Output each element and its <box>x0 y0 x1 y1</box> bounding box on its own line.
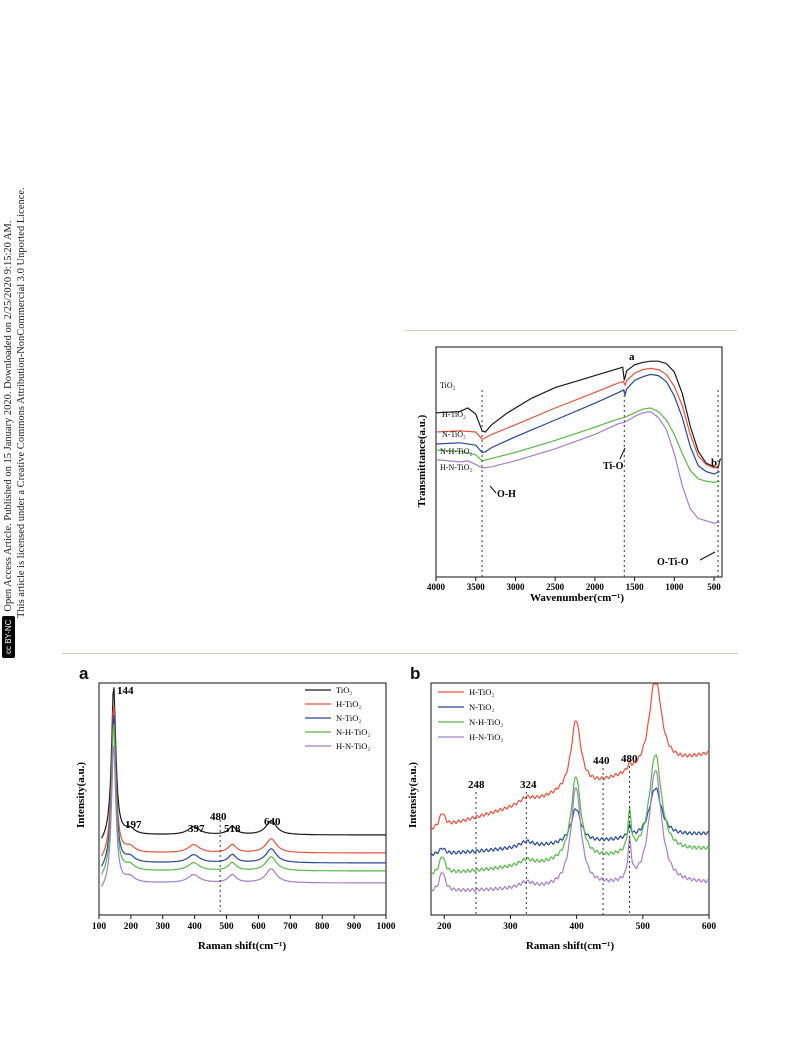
raman-a-line-n-h-tio2 <box>101 724 386 875</box>
raman-a-series <box>101 687 386 915</box>
ftir-ticks: 4000 3500 3000 2500 2000 1500 1000 500 <box>427 577 721 592</box>
ftir-annot-otio: O-Ti-O <box>657 557 689 568</box>
ftir-annot-b: b <box>711 457 717 469</box>
ftir-label-h-tio2: H-TiO₂ <box>442 410 466 419</box>
raman-b-line-n-h-tio2 <box>430 754 710 875</box>
raman-a-xtick-label: 500 <box>219 922 234 932</box>
raman-a-xtick-label: 1000 <box>377 922 396 932</box>
raman-a-line-h-tio2 <box>101 705 386 857</box>
raman-a-xtick-label: 400 <box>188 922 203 932</box>
raman-a-ylabel: Intensity(a.u.) <box>75 762 87 828</box>
ftir-xtick-label: 3000 <box>506 582 525 592</box>
legend-label-h-n-tio2: H-N-TiO₂ <box>336 741 370 751</box>
licence-link[interactable]: This article is licensed under a Creativ… <box>16 187 27 618</box>
raman-a-xtick-label: 300 <box>156 922 171 932</box>
raman-b-series <box>430 683 710 915</box>
raman-a-line-h-n-tio2 <box>101 745 386 887</box>
raman-b-xtick-label: 500 <box>636 922 651 932</box>
panel-letter-b: b <box>410 664 421 683</box>
ftir-xtick-label: 1500 <box>626 582 645 592</box>
legend-label-h-tio2: H-TiO₂ <box>336 699 361 709</box>
ftir-line-tio2 <box>435 360 721 469</box>
ftir-line-h-n-tio2 <box>435 410 720 524</box>
peak-b-label-440: 440 <box>593 755 610 767</box>
ftir-annot-oh: O-H <box>497 489 516 500</box>
raman-b-xtick-label: 300 <box>503 922 518 932</box>
raman-b-xlabel: Raman shift(cm⁻¹) <box>526 940 615 952</box>
ftir-annot-tio: Ti-O <box>603 461 624 472</box>
raman-a-xtick-label: 900 <box>347 922 362 932</box>
raman-b-xtick-label: 200 <box>437 922 452 932</box>
license-text: cc BY-NC Open Access Article. Published o… <box>2 118 42 658</box>
peak-b-label-248: 248 <box>468 779 485 791</box>
ftir-line-h-tio2 <box>435 367 720 469</box>
raman-b-xtick-label: 400 <box>569 922 584 932</box>
ftir-arrow-oh <box>489 485 497 494</box>
legend-b-label-h-tio2: H-TiO₂ <box>469 687 494 697</box>
raman-a-line-n-tio2 <box>101 715 386 867</box>
ftir-frame <box>435 346 723 578</box>
ftir-line-n-tio2 <box>435 373 720 475</box>
raman-b-line-h-n-tio2 <box>430 769 710 893</box>
legend-label-tio2: TiO₂ <box>336 685 352 695</box>
peak-b-label-480: 480 <box>621 753 638 765</box>
ftir-chart: 4000 3500 3000 2500 2000 1500 1000 500 TiO₂ H-T… <box>416 346 723 604</box>
ftir-ylabel: Transmittance(a.u.) <box>416 414 428 507</box>
ftir-label-h-n-tio2: H-N-TiO₂ <box>440 463 472 472</box>
raman-a-ticks: 100 200 300 400 500 600 700 800 900 1000 <box>92 915 396 932</box>
peak-b-label-324: 324 <box>520 779 537 791</box>
raman-chart-b: 200 300 400 500 600 H-TiO₂ N-TiO₂ N-H-TiO₂ H… <box>407 682 716 952</box>
raman-a-xtick-label: 700 <box>283 922 298 932</box>
legend-b-label-h-n-tio2: H-N-TiO₂ <box>469 732 503 742</box>
ftir-annot-a: a <box>629 351 635 363</box>
access-line: Open Access Article. Published on 15 Jan… <box>3 220 14 612</box>
ftir-label-n-h-tio2: N-H-TiO₂ <box>440 447 472 456</box>
raman-a-line-tio2 <box>101 687 386 839</box>
raman-a-xtick-label: 200 <box>124 922 138 932</box>
divider-top <box>405 330 737 331</box>
ftir-xtick-label: 4000 <box>427 582 446 592</box>
ftir-xtick-label: 2500 <box>546 582 565 592</box>
peak-label-144: 144 <box>117 685 134 697</box>
ftir-xtick-label: 2000 <box>586 582 605 592</box>
raman-chart-a: 100 200 300 400 500 600 700 800 900 1000 TiO₂ H-T… <box>75 682 396 952</box>
peak-label-518: 518 <box>224 823 241 835</box>
ftir-label-tio2: TiO₂ <box>440 381 456 390</box>
ftir-xtick-label: 1000 <box>665 582 684 592</box>
raman-a-legend: TiO₂ H-TiO₂ N-TiO₂ N-H-TiO₂ H-N-TiO₂ <box>305 685 370 751</box>
raman-b-ylabel: Intensity(a.u.) <box>407 762 419 828</box>
peak-label-640: 640 <box>264 816 281 828</box>
raman-a-xtick-label: 100 <box>92 922 107 932</box>
raman-b-ticks: 200 300 400 500 600 <box>437 915 716 932</box>
raman-b-line-h-tio2 <box>430 683 710 831</box>
ftir-xtick-label: 500 <box>707 582 721 592</box>
ftir-arrow-otio <box>699 551 716 561</box>
legend-label-n-tio2: N-TiO₂ <box>336 713 361 723</box>
divider-middle <box>62 653 738 654</box>
peak-label-197: 197 <box>125 819 142 831</box>
raman-b-legend: H-TiO₂ N-TiO₂ N-H-TiO₂ H-N-TiO₂ <box>438 687 503 742</box>
peak-label-480: 480 <box>210 811 227 823</box>
raman-a-xtick-label: 600 <box>251 922 266 932</box>
peak-label-397: 397 <box>188 823 205 835</box>
ftir-series <box>435 360 721 577</box>
ftir-line-n-h-tio2 <box>435 407 720 484</box>
raman-b-xtick-label: 600 <box>702 922 717 932</box>
legend-label-n-h-tio2: N-H-TiO₂ <box>336 727 370 737</box>
raman-a-xlabel: Raman shift(cm⁻¹) <box>198 940 287 952</box>
ftir-arrow-tio <box>619 447 626 460</box>
panel-letter-a: a <box>79 664 89 683</box>
ftir-xtick-label: 3500 <box>467 582 486 592</box>
raman-b-frame <box>430 682 710 916</box>
raman-a-frame <box>98 682 387 916</box>
raman-b-line-n-tio2 <box>430 787 710 857</box>
ftir-xlabel: Wavenumber(cm⁻¹) <box>530 592 624 604</box>
ftir-label-n-tio2: N-TiO₂ <box>442 430 466 439</box>
cc-license-badge[interactable]: cc BY-NC <box>2 615 15 658</box>
legend-b-label-n-h-tio2: N-H-TiO₂ <box>469 717 503 727</box>
legend-b-label-n-tio2: N-TiO₂ <box>469 702 494 712</box>
raman-a-xtick-label: 800 <box>315 922 330 932</box>
license-sidebar: cc BY-NC Open Access Article. Published o… <box>2 118 42 658</box>
